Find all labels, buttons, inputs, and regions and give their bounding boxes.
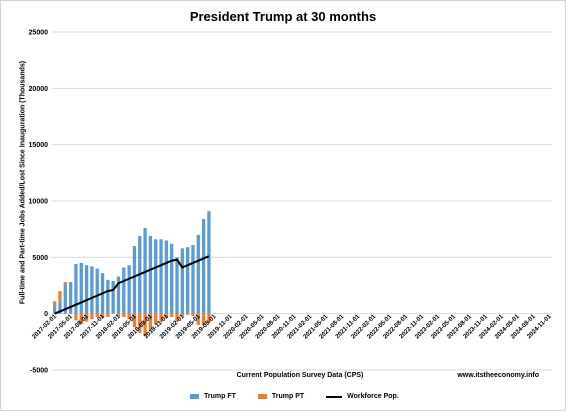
bar-trump-ft: [201, 219, 206, 314]
bar-trump-pt: [106, 313, 110, 318]
bar-trump-ft: [159, 239, 163, 314]
bar-trump-ft: [111, 280, 115, 314]
bar-trump-pt: [84, 313, 89, 322]
bar-trump-ft: [79, 262, 83, 314]
bar-trump-ft: [143, 228, 147, 314]
bar-trump-ft: [185, 247, 190, 314]
legend-swatch-workforce: [326, 395, 343, 398]
bar-trump-pt: [58, 291, 62, 302]
x-axis-title: Current Population Survey Data (CPS): [236, 372, 364, 379]
chart-title: President Trump at 30 months: [189, 9, 377, 24]
legend-item-pt: Trump PT: [257, 393, 305, 400]
bar-trump-ft: [132, 246, 137, 314]
bar-trump-ft: [148, 235, 153, 314]
bar-trump-ft: [74, 264, 78, 314]
bar-trump-ft: [170, 243, 174, 314]
bar-trump-ft: [196, 234, 200, 314]
bar-trump-pt: [191, 313, 195, 316]
bar-trump-ft: [207, 211, 211, 314]
bar-trump-ft: [68, 282, 73, 314]
legend-label-ft: Trump FT: [204, 393, 236, 400]
bar-trump-ft: [53, 306, 57, 314]
bar-trump-pt: [127, 313, 131, 320]
bar-trump-pt: [74, 313, 78, 321]
legend-label-pt: Trump PT: [271, 393, 305, 400]
legend-item-ft: Trump FT: [190, 393, 236, 400]
bar-trump-ft: [84, 265, 89, 314]
y-tick-label: 0: [44, 311, 48, 318]
bar-trump-pt: [122, 313, 126, 318]
y-tick-label: 10000: [29, 199, 49, 206]
bar-trump-pt: [159, 313, 163, 322]
bar-trump-pt: [116, 313, 121, 316]
bar-trump-pt: [196, 313, 200, 325]
bar-trump-ft: [90, 266, 94, 314]
bar-trump-pt: [100, 313, 105, 319]
bar-trump-ft: [95, 268, 99, 314]
y-tick-label: -5000: [30, 368, 48, 375]
bar-trump-ft: [63, 284, 67, 314]
bar-trump-pt: [90, 313, 94, 320]
bar-trump-ft: [191, 244, 195, 314]
y-tick-label: 20000: [29, 86, 49, 93]
bar-trump-ft: [154, 239, 158, 314]
bar-trump-ft: [164, 240, 169, 314]
bar-trump-ft: [175, 257, 179, 314]
y-axis-title-text: Full-time and Part-time Jobs Added/Lost …: [19, 60, 27, 305]
bar-trump-pt: [63, 282, 67, 285]
bar-trump-ft: [58, 301, 62, 314]
bar-trump-pt: [170, 313, 174, 318]
bar-trump-pt: [132, 313, 137, 328]
bar-trump-ft: [122, 267, 126, 314]
bar-trump-pt: [79, 313, 83, 324]
legend: Trump FT Trump PT Workforce Pop.: [190, 393, 399, 400]
legend-swatch-pt: [257, 394, 267, 399]
bar-trump-pt: [143, 313, 147, 337]
bar-trump-pt: [185, 313, 190, 315]
line-workforce-pop: [54, 255, 210, 315]
bar-trump-pt: [207, 313, 211, 323]
bar-trump-pt: [201, 313, 206, 325]
y-tick-label: 15000: [29, 142, 49, 149]
bar-trump-pt: [53, 301, 57, 307]
y-tick-label: 5000: [32, 255, 48, 262]
bar-trump-ft: [116, 276, 121, 314]
legend-swatch-ft: [190, 394, 199, 399]
bar-trump-ft: [127, 265, 131, 314]
bar-trump-ft: [106, 279, 110, 314]
bar-trump-pt: [164, 313, 169, 319]
source-url: www.itstheeconomy.info: [457, 372, 539, 379]
bar-trump-pt: [138, 313, 142, 333]
bar-trump-pt: [154, 313, 158, 324]
bar-trump-pt: [95, 313, 99, 318]
legend-label-workforce: Workforce Pop.: [347, 393, 399, 400]
bar-trump-pt: [180, 313, 184, 316]
bar-trump-ft: [180, 248, 184, 314]
bar-trump-pt: [175, 313, 179, 322]
bar-trump-pt: [148, 313, 153, 331]
y-tick-label: 25000: [29, 30, 49, 37]
legend-item-workforce: Workforce Pop.: [326, 393, 399, 400]
